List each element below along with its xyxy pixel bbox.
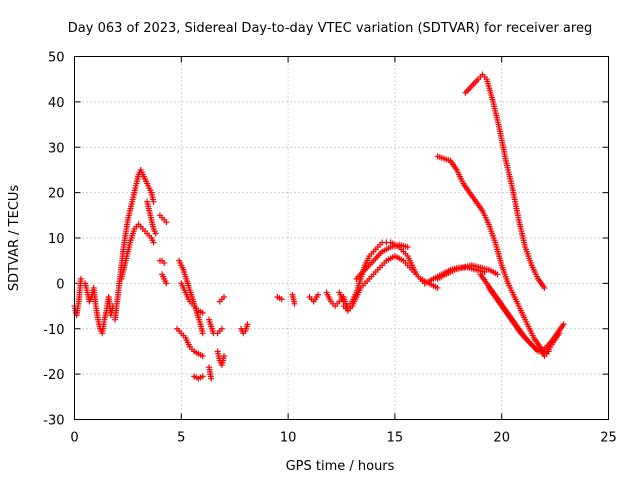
series-arc-bb [462,71,548,291]
series-arc-u [306,291,322,305]
series-arc-k [178,280,206,316]
series-arc-t [289,291,298,307]
series-arc-i [174,325,206,359]
y-tick-label: 20 [48,187,65,202]
data-point [434,284,441,291]
y-tick-label: -10 [43,323,64,338]
data-point [150,198,157,205]
data-point [199,309,206,316]
data-point [77,275,84,282]
data-point [163,280,170,287]
series-arc-o [216,293,228,305]
y-tick-label: 10 [48,232,65,247]
data-point [278,296,285,303]
series-arc-r [238,321,251,337]
data-point [221,293,228,300]
series-arc-y [353,241,411,282]
data-point [404,244,411,251]
x-tick-label: 20 [493,431,510,446]
y-tick-label: 40 [48,96,65,111]
data-point [494,271,501,278]
x-tick-label: 15 [387,431,404,446]
data-point [556,330,563,337]
data-point [221,352,228,359]
data-point [208,375,215,382]
series-arc-c [112,166,157,323]
y-tick-label: 0 [56,277,64,292]
chart-title: Day 063 of 2023, Sidereal Day-to-day VTE… [68,21,592,36]
series-arc-l [191,373,206,382]
data-point [218,325,225,332]
series-arc-e [144,198,159,237]
series-arc-n [206,364,215,382]
x-tick-label: 25 [600,431,617,446]
x-axis-label: GPS time / hours [286,459,395,474]
data-point [560,321,567,328]
x-tick-labels: 0 5 10 15 20 25 [70,431,616,446]
x-tick-label: 10 [280,431,297,446]
data-point [244,321,251,328]
data-point [199,330,206,337]
data-point [199,352,206,359]
y-tick-label: -30 [43,414,64,429]
y-tick-label: -20 [43,368,64,383]
data-point [199,373,206,380]
data-point [291,300,298,307]
series-arc-f [156,212,170,226]
series-arc-j [176,257,206,337]
data-point [150,239,157,246]
data-point [161,259,168,266]
series-arc-h [159,271,170,287]
series-arc-p [214,348,228,369]
y-tick-label: 50 [48,51,65,66]
data-point [152,230,159,237]
y-tick-labels: -30 -20 -10 0 10 20 30 40 50 [43,51,64,429]
data-point [163,219,170,226]
data-point [315,291,322,298]
series-arc-q [214,325,225,337]
x-tick-label: 5 [177,431,185,446]
series-arc-b [82,280,116,337]
grid-layer [74,56,609,420]
series-arc-ee [485,284,563,357]
series-arc-s [274,293,285,303]
series-arc-cc [434,153,552,359]
data-points [71,71,567,382]
plot-frame [74,56,609,420]
y-tick-label: 30 [48,141,65,156]
x-tick-label: 0 [70,431,78,446]
series-arc-aa [434,262,501,282]
series-arc-a [71,275,84,319]
series-arc-d [118,221,157,282]
series-arc-g [156,257,168,266]
data-point [541,284,548,291]
y-axis-label: SDTVAR / TECUs [7,185,22,292]
